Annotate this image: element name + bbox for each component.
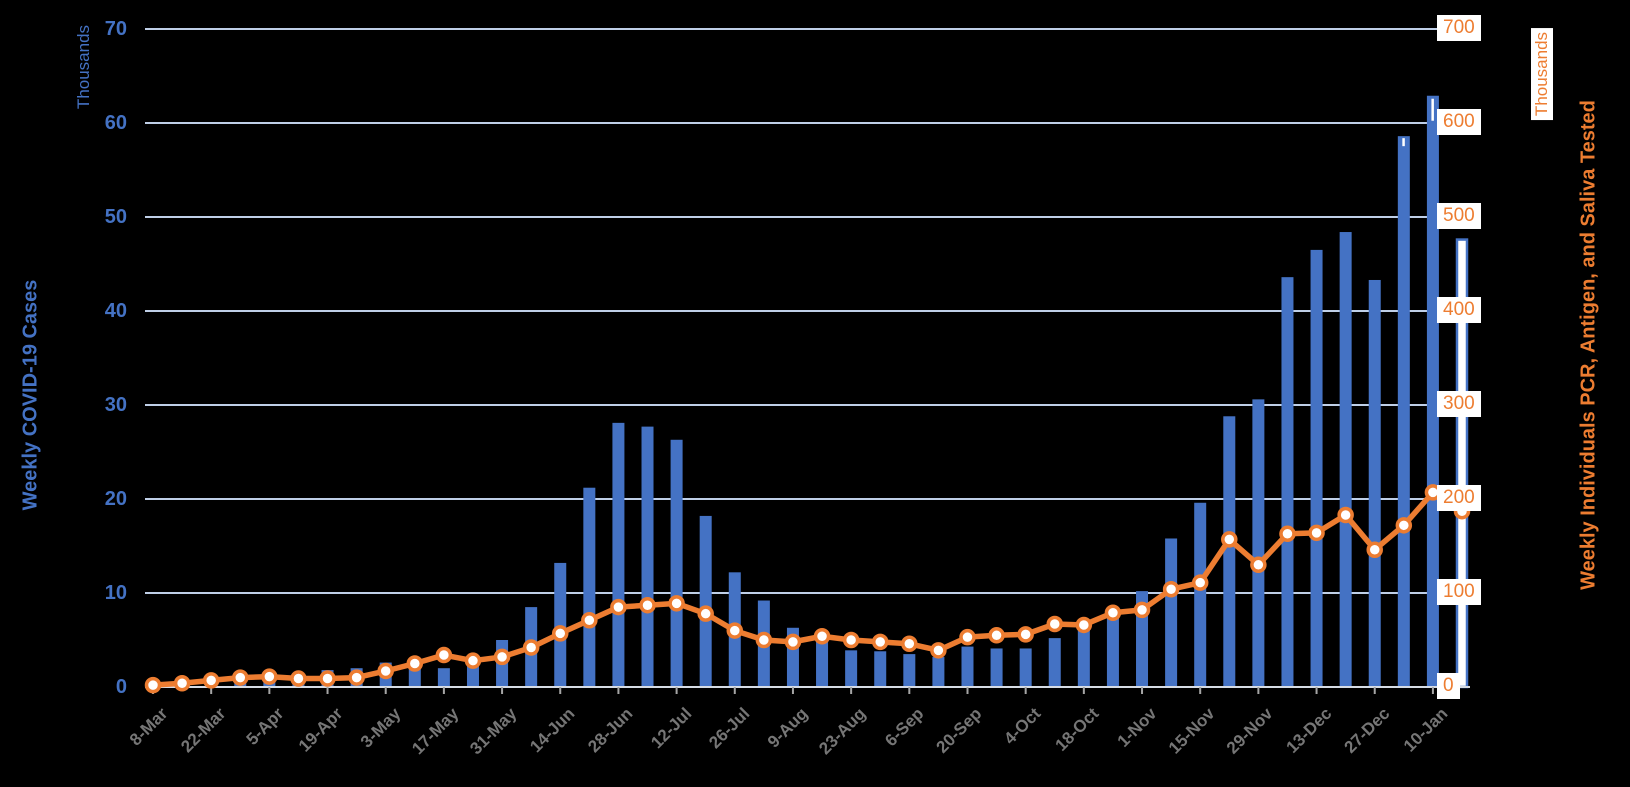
tested-marker [813, 627, 831, 645]
tested-marker [377, 662, 394, 680]
tested-marker [551, 625, 569, 642]
tested-marker [435, 646, 453, 664]
case-bar [1252, 399, 1265, 687]
right-axis-tick-label: 700 [1437, 15, 1481, 41]
tested-marker [1046, 615, 1064, 633]
left-axis-tick-label: 60 [104, 112, 127, 134]
case-bar [932, 656, 945, 687]
left-axis-tick-label: 50 [104, 206, 127, 228]
right-axis-tick-label: 600 [1437, 109, 1481, 135]
tested-marker [144, 676, 162, 694]
right-axis-title: Weekly Individuals PCR, Antigen, and Sal… [1577, 100, 1600, 590]
left-axis-tick-label: 20 [104, 488, 127, 510]
right-axis-units-label: Thousands [1531, 27, 1553, 121]
tested-marker [959, 628, 976, 646]
right-axis-tick-label: 400 [1437, 297, 1481, 323]
tested-marker [1250, 556, 1267, 574]
tested-marker [871, 633, 889, 651]
tested-marker [1104, 604, 1122, 621]
case-bar [874, 651, 887, 687]
case-bar [1397, 136, 1410, 687]
right-axis-tick-label: 0 [1437, 673, 1460, 699]
tested-marker [1279, 525, 1296, 543]
tested-marker [639, 596, 656, 614]
tested-marker [522, 639, 540, 656]
case-bar [1426, 95, 1439, 688]
left-axis-tick-label: 40 [104, 300, 127, 322]
left-axis-tick-label: 0 [115, 676, 127, 698]
tested-marker [610, 598, 627, 616]
case-bar [1223, 416, 1236, 687]
case-bar [670, 439, 683, 687]
case-bar [1368, 279, 1381, 687]
case-bar [990, 648, 1003, 687]
tested-marker [842, 631, 860, 649]
case-bar [1165, 538, 1178, 687]
tested-marker [173, 674, 191, 692]
tested-marker [1133, 601, 1151, 619]
tested-marker [784, 633, 802, 651]
case-bar [961, 646, 974, 687]
case-bar [816, 638, 829, 687]
tested-marker [1017, 626, 1034, 643]
case-bar [1281, 277, 1294, 687]
case-bar [845, 650, 858, 687]
case-bar [1106, 615, 1119, 687]
left-axis-tick-label: 10 [104, 582, 127, 604]
case-bar [1077, 628, 1090, 687]
tested-marker [1075, 616, 1093, 634]
right-axis-tick-label: 200 [1437, 485, 1481, 511]
right-axis-tick-label: 300 [1437, 391, 1481, 417]
tested-marker [1395, 517, 1413, 534]
tested-marker [988, 627, 1005, 644]
tested-marker [493, 648, 511, 666]
tested-line [150, 489, 1465, 688]
right-axis-tick-label: 500 [1437, 203, 1481, 229]
tested-marker [261, 668, 278, 685]
case-bar [1019, 648, 1032, 687]
tested-marker [1337, 506, 1354, 524]
tested-marker [290, 670, 307, 687]
tested-marker [668, 595, 685, 612]
bar-highlight-notch [1431, 98, 1434, 121]
left-axis-title: Weekly COVID-19 Cases [19, 279, 42, 511]
tested-marker [232, 669, 249, 686]
tested-marker [930, 642, 947, 659]
tested-marker [697, 605, 714, 622]
case-bar [1339, 232, 1352, 688]
case-bar [1048, 638, 1061, 687]
case-bar [1310, 249, 1323, 687]
case-bar [641, 426, 654, 687]
case-bar [583, 487, 596, 687]
tested-marker [464, 652, 482, 669]
tested-marker [581, 612, 598, 629]
case-bar [554, 562, 567, 687]
bar-highlight-notch [1402, 138, 1405, 147]
tested-marker [319, 670, 336, 687]
case-bar [699, 515, 712, 687]
tested-marker [1162, 580, 1180, 598]
tested-marker [901, 635, 918, 653]
case-bar [437, 668, 450, 687]
tested-marker [406, 655, 424, 672]
tested-marker [1191, 574, 1209, 591]
left-axis-tick-label: 70 [104, 18, 127, 40]
tested-marker [1366, 541, 1383, 559]
tested-marker [202, 672, 220, 689]
case-bar [903, 654, 916, 687]
case-bar [1194, 502, 1207, 687]
tested-marker [1221, 531, 1238, 548]
right-axis-tick-label: 100 [1437, 579, 1481, 605]
tested-marker [755, 631, 773, 649]
tested-marker [348, 669, 365, 686]
tested-marker [726, 622, 744, 639]
case-bar [612, 422, 625, 687]
tested-marker [1308, 524, 1325, 542]
left-axis-tick-label: 30 [104, 394, 127, 416]
